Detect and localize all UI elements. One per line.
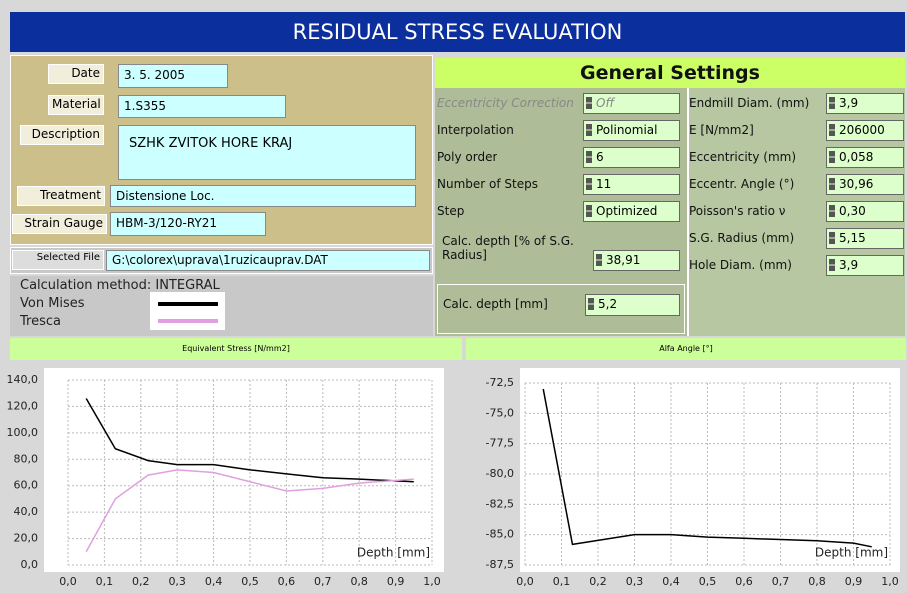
- setting-label: Calc. depth [% of S.G. Radius]: [442, 234, 574, 262]
- y-tick-label: 0,0: [21, 558, 39, 571]
- x-tick-label: 0,0: [516, 575, 534, 588]
- window-title: RESIDUAL STRESS EVALUATION: [10, 12, 905, 52]
- x-tick-label: 0,8: [808, 575, 826, 588]
- setting-label: Endmill Diam. (mm): [689, 96, 810, 110]
- field-label: Material: [48, 95, 104, 115]
- setting-label: Poly order: [437, 150, 498, 164]
- setting-label: Eccentricity (mm): [689, 150, 797, 164]
- data-line: [85, 469, 414, 553]
- x-tick-label: 1,0: [423, 575, 441, 588]
- y-tick-label: 100,0: [7, 426, 39, 439]
- x-tick-label: 0,5: [699, 575, 717, 588]
- setting-label: Poisson's ratio ν: [689, 204, 786, 218]
- y-tick-label: 80,0: [14, 452, 39, 465]
- y-tick-label: 120,0: [7, 399, 39, 412]
- calc-depth-box: [437, 284, 685, 334]
- setting-value[interactable]: 3,9: [826, 255, 904, 276]
- legend-swatch: [158, 319, 218, 323]
- setting-label: Number of Steps: [437, 177, 538, 191]
- x-tick-label: 0,7: [314, 575, 332, 588]
- field-value[interactable]: 3. 5. 2005: [118, 64, 228, 88]
- x-tick-label: 0,6: [735, 575, 753, 588]
- y-tick-label: -72,5: [486, 376, 514, 389]
- legend-label: Von Mises: [20, 296, 85, 311]
- x-axis-label: Depth [mm]: [357, 546, 430, 560]
- x-tick-label: 0,5: [241, 575, 259, 588]
- setting-value[interactable]: 0,058: [826, 147, 904, 168]
- field-label: Date: [48, 64, 104, 84]
- chart-title: Alfa Angle [°]: [466, 338, 906, 360]
- field-value[interactable]: SZHK ZVITOK HORE KRAJ: [118, 125, 416, 180]
- setting-value[interactable]: 6: [583, 147, 680, 168]
- setting-value[interactable]: Polinomial: [583, 120, 680, 141]
- setting-label: Eccentricity Correction: [437, 96, 574, 110]
- data-line: [85, 398, 414, 483]
- x-tick-label: 0,4: [662, 575, 680, 588]
- x-tick-label: 0,9: [845, 575, 863, 588]
- x-axis-label: Depth [mm]: [815, 546, 888, 560]
- setting-label: Eccentr. Angle (°): [689, 177, 795, 191]
- setting-value[interactable]: 5,15: [826, 228, 904, 249]
- plot-area: [520, 368, 900, 572]
- setting-label: Hole Diam. (mm): [689, 258, 792, 272]
- x-tick-label: 0,1: [96, 575, 114, 588]
- plot-area: [44, 368, 444, 572]
- setting-label: Calc. depth [mm]: [443, 297, 548, 311]
- file-label: Selected File: [12, 250, 104, 270]
- y-tick-label: -75,0: [486, 406, 514, 419]
- x-tick-label: 0,0: [59, 575, 77, 588]
- setting-value[interactable]: 30,96: [826, 174, 904, 195]
- x-tick-label: 0,8: [350, 575, 368, 588]
- y-tick-label: 140,0: [7, 373, 39, 386]
- file-value[interactable]: G:\colorex\uprava\1ruzicauprav.DAT: [106, 250, 430, 271]
- x-tick-label: 0,2: [589, 575, 607, 588]
- setting-value[interactable]: 5,2: [585, 294, 680, 316]
- field-value[interactable]: Distensione Loc.: [110, 185, 416, 207]
- settings-title: General Settings: [435, 58, 905, 88]
- setting-value[interactable]: Off: [583, 93, 680, 114]
- setting-label: S.G. Radius (mm): [689, 231, 795, 245]
- setting-value[interactable]: 38,91: [593, 250, 680, 271]
- x-tick-label: 0,2: [132, 575, 150, 588]
- setting-value[interactable]: 11: [583, 174, 680, 195]
- legend-label: Tresca: [20, 314, 61, 329]
- x-tick-label: 0,7: [772, 575, 790, 588]
- y-tick-label: -82,5: [486, 497, 514, 510]
- field-label: Treatment: [17, 186, 105, 206]
- x-tick-label: 0,3: [168, 575, 186, 588]
- setting-value[interactable]: 0,30: [826, 201, 904, 222]
- y-tick-label: 60,0: [14, 479, 39, 492]
- x-tick-label: 0,3: [626, 575, 644, 588]
- setting-label: Step: [437, 204, 465, 218]
- y-tick-label: -77,5: [486, 437, 514, 450]
- x-tick-label: 1,0: [881, 575, 899, 588]
- legend-box: [150, 292, 225, 330]
- x-tick-label: 0,6: [278, 575, 296, 588]
- field-value[interactable]: 1.S355: [118, 95, 286, 118]
- field-label: Description: [20, 125, 104, 145]
- data-line: [542, 388, 872, 548]
- charts: 0,0 20,0 40,0 60,0 80,0 100,0 120,0 140,0 0,0 0,1…: [7, 368, 900, 588]
- x-tick-label: 0,4: [205, 575, 223, 588]
- setting-value[interactable]: 3,9: [826, 93, 904, 114]
- setting-value[interactable]: Optimized: [583, 201, 680, 222]
- chart-title: Equivalent Stress [N/mm2]: [10, 338, 462, 360]
- y-tick-label: -85,0: [486, 528, 514, 541]
- y-tick-label: -87,5: [486, 558, 514, 571]
- y-tick-label: 40,0: [14, 505, 39, 518]
- setting-value[interactable]: 206000: [826, 120, 904, 141]
- legend-swatch: [158, 302, 218, 306]
- field-label: Strain Gauge: [12, 214, 107, 234]
- x-tick-label: 0,9: [387, 575, 405, 588]
- y-tick-label: 20,0: [14, 532, 39, 545]
- x-tick-label: 0,1: [553, 575, 571, 588]
- field-value[interactable]: HBM-3/120-RY21: [110, 212, 266, 236]
- y-tick-label: -80,0: [486, 467, 514, 480]
- calc-method: Calculation method: INTEGRAL: [20, 278, 220, 293]
- setting-label: E [N/mm2]: [689, 123, 754, 137]
- setting-label: Interpolation: [437, 123, 514, 137]
